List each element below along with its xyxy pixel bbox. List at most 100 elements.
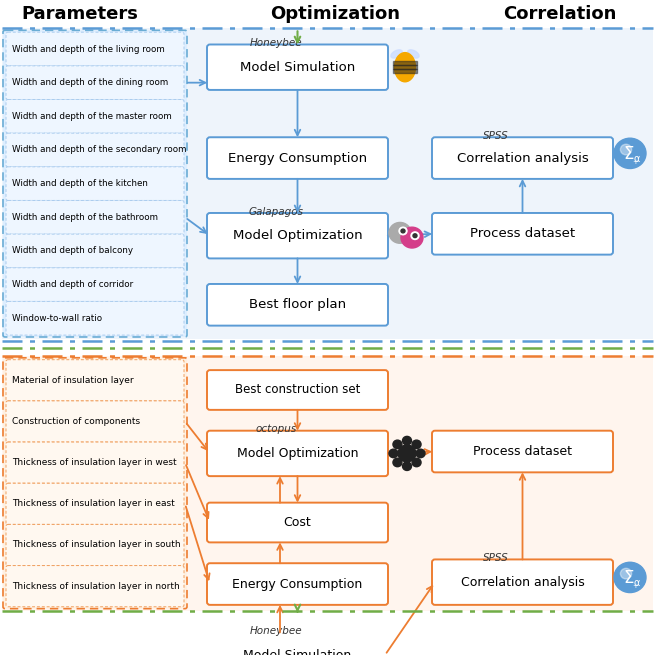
Text: Best construction set: Best construction set (234, 383, 360, 396)
FancyBboxPatch shape (6, 268, 184, 301)
FancyBboxPatch shape (207, 213, 388, 259)
Circle shape (620, 569, 631, 579)
FancyBboxPatch shape (6, 32, 184, 66)
Text: Thickness of insulation layer in west: Thickness of insulation layer in west (12, 458, 177, 467)
FancyBboxPatch shape (207, 370, 388, 410)
FancyBboxPatch shape (2, 28, 653, 339)
Text: Width and depth of corridor: Width and depth of corridor (12, 280, 133, 289)
Text: Optimization: Optimization (270, 5, 400, 23)
FancyBboxPatch shape (6, 525, 184, 565)
Text: Model Optimization: Model Optimization (236, 447, 358, 460)
Text: α: α (634, 578, 640, 588)
Text: Width and depth of the bathroom: Width and depth of the bathroom (12, 213, 158, 222)
Text: Thickness of insulation layer in east: Thickness of insulation layer in east (12, 499, 175, 508)
Bar (393, 65, 417, 69)
FancyBboxPatch shape (6, 167, 184, 200)
Text: +: + (632, 159, 638, 165)
Text: Thickness of insulation layer in north: Thickness of insulation layer in north (12, 582, 179, 591)
Text: Construction of components: Construction of components (12, 417, 140, 426)
FancyBboxPatch shape (6, 66, 184, 100)
Ellipse shape (407, 638, 419, 646)
Bar (393, 652, 417, 655)
Circle shape (413, 234, 417, 238)
Ellipse shape (394, 52, 415, 82)
Circle shape (403, 462, 411, 470)
Circle shape (393, 440, 402, 449)
Circle shape (620, 144, 631, 155)
FancyBboxPatch shape (207, 502, 388, 542)
Ellipse shape (407, 50, 419, 58)
Text: +: + (632, 583, 638, 589)
Text: Width and depth of balcony: Width and depth of balcony (12, 246, 133, 255)
FancyBboxPatch shape (432, 138, 613, 179)
FancyBboxPatch shape (207, 632, 388, 655)
Text: $\Sigma$: $\Sigma$ (624, 145, 635, 163)
FancyBboxPatch shape (207, 45, 388, 90)
Ellipse shape (391, 50, 402, 58)
Text: Best floor plan: Best floor plan (249, 298, 346, 311)
Circle shape (412, 458, 421, 467)
Circle shape (614, 138, 646, 168)
Text: Window-to-wall ratio: Window-to-wall ratio (12, 314, 102, 323)
Text: Model Simulation: Model Simulation (240, 61, 355, 74)
Text: Width and depth of the master room: Width and depth of the master room (12, 112, 172, 121)
FancyBboxPatch shape (6, 442, 184, 483)
Text: Cost: Cost (284, 516, 311, 529)
FancyBboxPatch shape (6, 401, 184, 442)
FancyBboxPatch shape (207, 431, 388, 476)
Text: Galapagos: Galapagos (249, 207, 304, 217)
Circle shape (398, 445, 416, 462)
FancyBboxPatch shape (6, 483, 184, 525)
Text: Width and depth of the living room: Width and depth of the living room (12, 45, 165, 54)
Text: Width and depth of the kitchen: Width and depth of the kitchen (12, 179, 148, 188)
FancyBboxPatch shape (6, 100, 184, 133)
Bar (393, 61, 417, 66)
FancyBboxPatch shape (207, 138, 388, 179)
Text: SPSS: SPSS (483, 553, 509, 563)
FancyBboxPatch shape (2, 356, 653, 610)
Ellipse shape (394, 641, 415, 655)
FancyBboxPatch shape (3, 358, 187, 608)
Text: Model Simulation: Model Simulation (244, 648, 352, 655)
Circle shape (399, 227, 407, 234)
Text: Energy Consumption: Energy Consumption (233, 578, 363, 591)
FancyBboxPatch shape (207, 563, 388, 605)
Text: Process dataset: Process dataset (473, 445, 572, 458)
Bar (393, 69, 417, 73)
Bar (393, 649, 417, 653)
FancyBboxPatch shape (432, 213, 613, 255)
Text: Width and depth of the secondary room: Width and depth of the secondary room (12, 145, 187, 155)
Circle shape (614, 562, 646, 593)
FancyBboxPatch shape (6, 133, 184, 167)
Text: Width and depth of the dining room: Width and depth of the dining room (12, 78, 168, 87)
FancyBboxPatch shape (6, 301, 184, 335)
Ellipse shape (391, 638, 402, 646)
Circle shape (393, 458, 402, 467)
Text: Correlation analysis: Correlation analysis (460, 576, 584, 589)
Text: Thickness of insulation layer in south: Thickness of insulation layer in south (12, 540, 181, 550)
FancyBboxPatch shape (6, 234, 184, 268)
Text: Material of insulation layer: Material of insulation layer (12, 376, 134, 384)
FancyBboxPatch shape (6, 200, 184, 234)
FancyBboxPatch shape (6, 565, 184, 607)
FancyBboxPatch shape (207, 284, 388, 326)
Text: Honeybee: Honeybee (250, 626, 303, 636)
Text: octopus: octopus (256, 424, 297, 434)
Circle shape (389, 449, 398, 458)
Circle shape (389, 223, 411, 243)
Circle shape (411, 232, 419, 240)
Text: Energy Consumption: Energy Consumption (228, 151, 367, 164)
Text: Process dataset: Process dataset (470, 227, 575, 240)
Text: Correlation analysis: Correlation analysis (457, 151, 588, 164)
Circle shape (412, 440, 421, 449)
FancyBboxPatch shape (432, 559, 613, 605)
Circle shape (416, 449, 425, 458)
Circle shape (403, 436, 411, 445)
FancyBboxPatch shape (6, 360, 184, 401)
Circle shape (401, 229, 405, 233)
Text: SPSS: SPSS (483, 131, 509, 141)
Text: Honeybee: Honeybee (250, 38, 303, 48)
Text: Model Optimization: Model Optimization (233, 229, 362, 242)
FancyBboxPatch shape (3, 30, 187, 337)
Text: Parameters: Parameters (22, 5, 138, 23)
